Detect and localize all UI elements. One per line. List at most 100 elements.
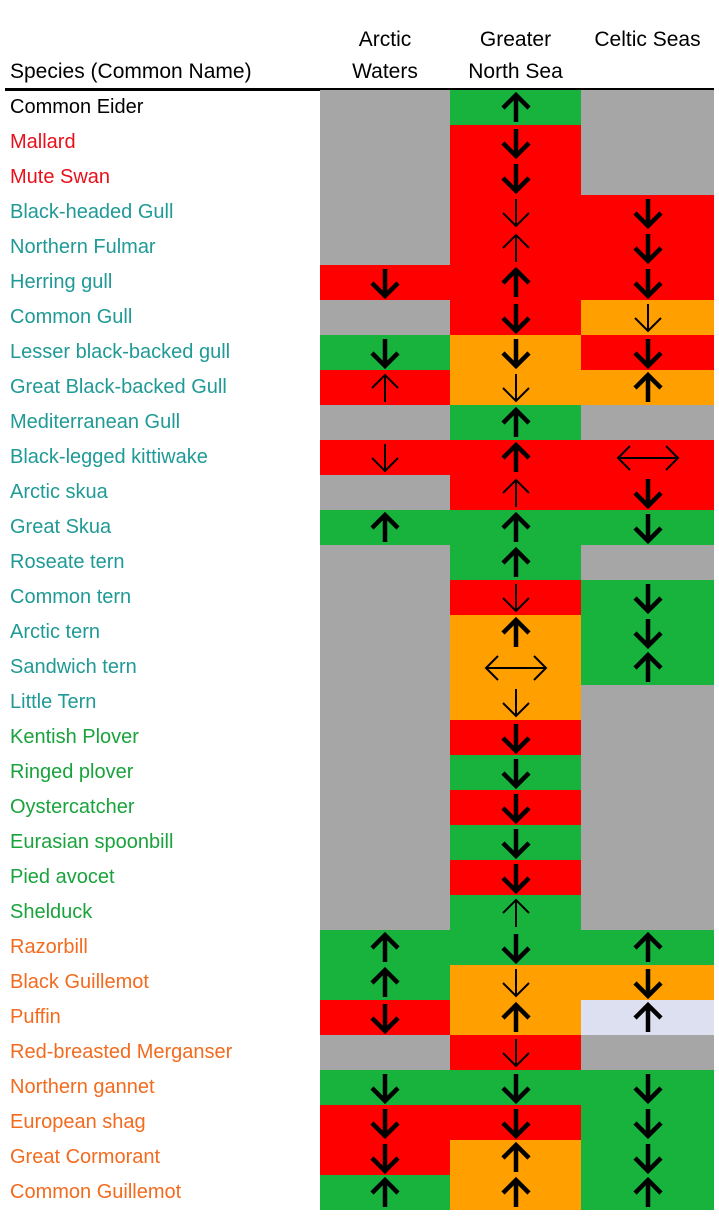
species-name: Black-headed Gull	[10, 201, 174, 223]
arrow-down-icon	[481, 1106, 551, 1140]
species-name: Red-breasted Merganser	[10, 1041, 233, 1063]
arctic-waters-status-cell	[320, 825, 450, 860]
celtic-seas-status-cell	[581, 1035, 714, 1070]
celtic-seas-status-cell	[581, 895, 714, 930]
table-row: Herring gull	[0, 265, 719, 300]
arrow-down-icon	[481, 196, 551, 230]
species-name: Roseate tern	[10, 551, 125, 573]
arrow-down-icon	[481, 826, 551, 860]
arrow-down-icon	[481, 126, 551, 160]
species-column-header: Species (Common Name)	[10, 60, 252, 83]
celtic-seas-status-cell	[581, 90, 714, 125]
greater-north-sea-status-cell	[450, 720, 581, 755]
arctic-waters-status-cell	[320, 1105, 450, 1140]
species-name: Black Guillemot	[10, 971, 149, 993]
celtic-seas-status-cell	[581, 405, 714, 440]
greater-north-sea-status-cell	[450, 160, 581, 195]
celtic-seas-status-cell	[581, 160, 714, 195]
greater-north-sea-status-cell	[450, 370, 581, 405]
arctic-waters-status-cell	[320, 1000, 450, 1035]
arctic-waters-status-cell	[320, 405, 450, 440]
species-name: Oystercatcher	[10, 796, 135, 818]
arrow-up-icon	[613, 1176, 683, 1210]
table-row: Roseate tern	[0, 545, 719, 580]
arrow-down-icon	[481, 161, 551, 195]
greater-north-sea-status-cell	[450, 895, 581, 930]
species-name: Little Tern	[10, 691, 97, 713]
species-name: Northern gannet	[10, 1076, 155, 1098]
celtic-seas-status-cell	[581, 440, 714, 475]
greater-north-sea-status-cell	[450, 615, 581, 650]
table-row: Red-breasted Merganser	[0, 1035, 719, 1070]
arctic-waters-status-cell	[320, 1035, 450, 1070]
greater-north-sea-status-cell	[450, 405, 581, 440]
table-row: Common tern	[0, 580, 719, 615]
species-name: Northern Fulmar	[10, 236, 156, 258]
arrow-down-icon	[481, 371, 551, 405]
arrow-up-icon	[613, 651, 683, 685]
celtic-seas-status-cell	[581, 370, 714, 405]
table-row: Shelduck	[0, 895, 719, 930]
table-row: Razorbill	[0, 930, 719, 965]
greater-north-sea-status-cell	[450, 1175, 581, 1210]
greater-north-sea-status-cell	[450, 755, 581, 790]
species-name: Arctic tern	[10, 621, 101, 643]
greater-north-sea-status-cell	[450, 1140, 581, 1175]
species-name: Common Guillemot	[10, 1181, 182, 1203]
arctic-waters-status-cell	[320, 930, 450, 965]
arrow-down-icon	[350, 266, 420, 300]
arrow-down-icon	[481, 931, 551, 965]
arrow-up-icon	[613, 1001, 683, 1035]
arctic-waters-status-cell	[320, 440, 450, 475]
arctic-waters-status-cell	[320, 195, 450, 230]
header-divider	[5, 88, 714, 91]
species-name: Common tern	[10, 586, 132, 608]
celtic-seas-status-cell	[581, 930, 714, 965]
greater-north-sea-status-cell	[450, 440, 581, 475]
table-row: Oystercatcher	[0, 790, 719, 825]
arctic-waters-status-cell	[320, 300, 450, 335]
greater-north-sea-status-cell	[450, 1000, 581, 1035]
celtic-seas-status-cell	[581, 860, 714, 895]
table-row: Pied avocet	[0, 860, 719, 895]
table-row: Eurasian spoonbill	[0, 825, 719, 860]
table-row: Little Tern	[0, 685, 719, 720]
celtic-seas-status-cell	[581, 790, 714, 825]
table-row: Arctic tern	[0, 615, 719, 650]
arctic-waters-status-cell	[320, 580, 450, 615]
arrow-down-icon	[481, 721, 551, 755]
arctic-waters-status-cell	[320, 160, 450, 195]
species-name: Common Eider	[10, 96, 144, 118]
greater-north-sea-status-cell	[450, 650, 581, 685]
arctic-waters-status-cell	[320, 895, 450, 930]
table-row: Black Guillemot	[0, 965, 719, 1000]
arctic-waters-status-cell	[320, 1140, 450, 1175]
arrow-down-icon	[350, 1106, 420, 1140]
celtic-seas-column-header: Celtic Seas	[594, 28, 701, 51]
arrow-down-icon	[481, 1071, 551, 1105]
table-row: European shag	[0, 1105, 719, 1140]
greater-north-sea-status-cell	[450, 230, 581, 265]
species-name: European shag	[10, 1111, 146, 1133]
greater-north-sea-status-cell	[450, 1105, 581, 1140]
arrow-down-icon	[350, 441, 420, 475]
greater-north-sea-status-cell	[450, 825, 581, 860]
table-row: Common Eider	[0, 90, 719, 125]
arrow-down-icon	[613, 231, 683, 265]
species-name: Great Black-backed Gull	[10, 376, 227, 398]
celtic-seas-status-cell	[581, 755, 714, 790]
greater-north-sea-status-cell	[450, 685, 581, 720]
greater-north-sea-status-cell	[450, 510, 581, 545]
celtic-seas-status-cell	[581, 545, 714, 580]
arrow-down-icon	[481, 581, 551, 615]
celtic-seas-status-cell	[581, 1070, 714, 1105]
greater-north-sea-status-cell	[450, 475, 581, 510]
greater-north-sea-status-cell	[450, 545, 581, 580]
arrow-down-icon	[613, 266, 683, 300]
table-row: Northern gannet	[0, 1070, 719, 1105]
arrow-up-icon	[350, 1176, 420, 1210]
arrow-down-icon	[481, 861, 551, 895]
arrow-up-icon	[350, 371, 420, 405]
arrow-up-icon	[481, 1001, 551, 1035]
arrow-down-icon	[613, 196, 683, 230]
